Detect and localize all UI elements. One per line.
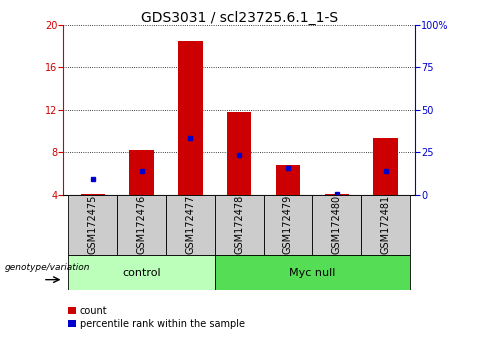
Bar bbox=[117, 195, 166, 255]
Bar bbox=[129, 150, 154, 195]
Text: control: control bbox=[122, 268, 161, 278]
Bar bbox=[178, 41, 203, 195]
Bar bbox=[81, 194, 105, 195]
Text: GSM172481: GSM172481 bbox=[381, 195, 390, 255]
Text: GSM172479: GSM172479 bbox=[283, 195, 293, 255]
Bar bbox=[361, 195, 410, 255]
Bar bbox=[325, 194, 349, 195]
Bar bbox=[68, 255, 215, 290]
Text: GSM172477: GSM172477 bbox=[185, 195, 195, 255]
Text: GSM172476: GSM172476 bbox=[137, 195, 146, 255]
Text: GDS3031 / scl23725.6.1_1-S: GDS3031 / scl23725.6.1_1-S bbox=[141, 11, 338, 25]
Bar bbox=[227, 112, 251, 195]
Bar bbox=[166, 195, 215, 255]
Text: GSM172475: GSM172475 bbox=[88, 195, 98, 255]
Bar bbox=[68, 195, 117, 255]
Text: GSM172478: GSM172478 bbox=[234, 195, 244, 255]
Legend: count, percentile rank within the sample: count, percentile rank within the sample bbox=[68, 306, 245, 329]
Bar bbox=[312, 195, 361, 255]
Bar bbox=[373, 138, 398, 195]
Bar bbox=[215, 255, 410, 290]
Text: GSM172480: GSM172480 bbox=[332, 195, 342, 255]
Bar bbox=[276, 165, 300, 195]
Text: Myc null: Myc null bbox=[289, 268, 336, 278]
Bar bbox=[264, 195, 312, 255]
Bar bbox=[215, 195, 264, 255]
Text: genotype/variation: genotype/variation bbox=[5, 263, 90, 272]
